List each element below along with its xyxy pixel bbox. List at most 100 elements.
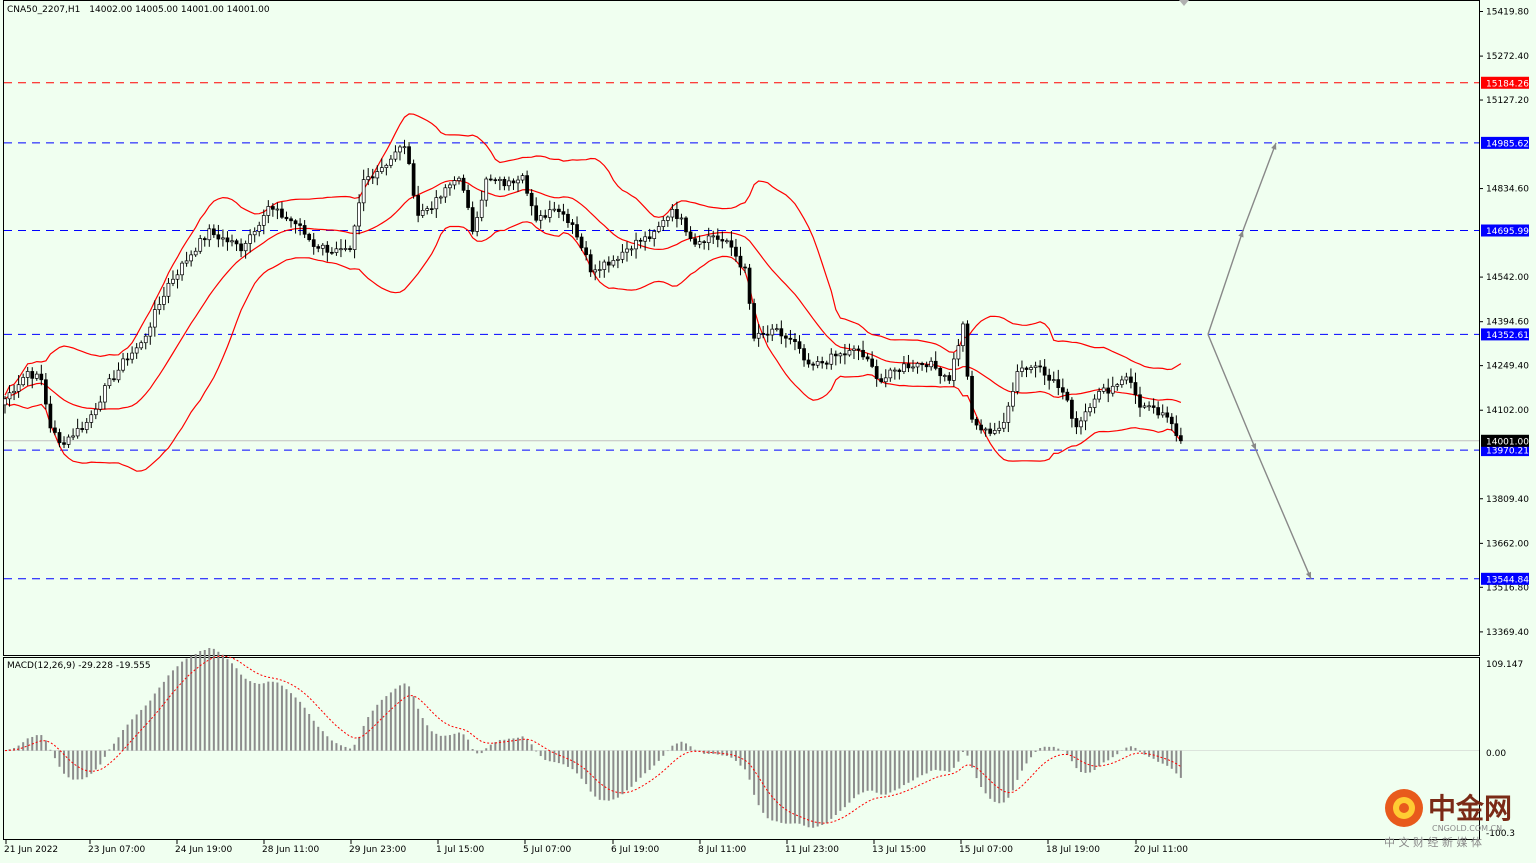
macd-scale-zero: 0.00 xyxy=(1486,749,1506,759)
candle-body xyxy=(30,371,35,379)
candle xyxy=(248,229,253,253)
candle xyxy=(861,340,865,360)
candle xyxy=(498,176,502,191)
candle-body xyxy=(983,428,988,431)
candle-body xyxy=(171,278,175,284)
candle-body xyxy=(1124,376,1129,381)
candle-body xyxy=(379,167,384,172)
candle-body xyxy=(316,246,321,249)
time-tick-label: 8 Jul 11:00 xyxy=(698,845,747,855)
macd-pane-border xyxy=(3,657,1480,840)
candle xyxy=(729,231,734,256)
candle xyxy=(920,361,924,371)
candle xyxy=(983,427,988,437)
watermark-title: 中金网 xyxy=(1428,792,1512,825)
candle xyxy=(988,422,993,437)
candle xyxy=(1092,394,1097,414)
candle xyxy=(1119,375,1124,388)
candle-body xyxy=(479,199,484,218)
candle-body xyxy=(1133,382,1138,396)
candle xyxy=(906,354,911,373)
candle xyxy=(824,360,829,370)
candle xyxy=(693,233,697,247)
candle xyxy=(293,219,298,234)
candle xyxy=(339,239,343,258)
candle-body xyxy=(643,236,647,242)
candle-body xyxy=(688,231,693,240)
candle-body xyxy=(820,361,825,364)
candle xyxy=(302,220,307,239)
candle-body xyxy=(879,378,884,383)
candle xyxy=(216,224,221,248)
candle xyxy=(334,241,339,256)
candle-body xyxy=(152,309,157,328)
price-tick-label: 13809.40 xyxy=(1486,495,1529,505)
candle xyxy=(820,356,825,369)
candle xyxy=(175,269,180,289)
candle-body xyxy=(1165,412,1170,418)
candle xyxy=(711,230,716,244)
candle xyxy=(239,238,243,258)
candle xyxy=(1165,406,1170,423)
candle-body xyxy=(429,208,434,210)
candle xyxy=(802,344,806,367)
price-tick-label: 14394.60 xyxy=(1486,318,1529,328)
candle-body xyxy=(21,377,26,386)
candle xyxy=(784,333,788,348)
candle xyxy=(575,216,579,240)
candle xyxy=(3,396,7,414)
candle xyxy=(638,237,643,249)
candle xyxy=(393,145,398,162)
candle xyxy=(738,246,743,276)
candle xyxy=(1088,403,1092,417)
candle xyxy=(411,159,416,199)
candle-body xyxy=(1015,371,1020,392)
candle xyxy=(1133,372,1138,404)
candle xyxy=(761,325,766,339)
candle-body xyxy=(1047,374,1052,381)
candle xyxy=(66,434,71,448)
candle xyxy=(797,335,802,354)
candle xyxy=(897,368,902,380)
candle xyxy=(788,329,793,345)
candle-body xyxy=(520,175,525,181)
candle xyxy=(57,428,62,448)
candle xyxy=(470,201,475,235)
candle-body xyxy=(507,180,511,187)
candle xyxy=(706,227,711,251)
candle-body xyxy=(266,206,271,216)
time-tick-label: 13 Jul 15:00 xyxy=(872,845,926,855)
candle-body xyxy=(1119,379,1124,385)
candle-body xyxy=(765,333,770,336)
candle-body xyxy=(211,228,216,236)
candle xyxy=(665,215,670,227)
candle xyxy=(152,300,157,337)
candle-body xyxy=(942,375,947,377)
candle-body xyxy=(53,427,57,433)
candle xyxy=(257,221,262,237)
candle xyxy=(675,201,679,228)
candle-body xyxy=(130,352,134,360)
candle xyxy=(479,190,484,222)
candle-body xyxy=(234,240,239,245)
candle-body xyxy=(566,213,570,224)
candle-body xyxy=(198,238,203,252)
candle-body xyxy=(1097,391,1101,400)
candle xyxy=(366,168,371,186)
current-price-tag xyxy=(1481,434,1529,447)
candle xyxy=(107,373,112,389)
candle xyxy=(961,321,965,352)
candle xyxy=(139,340,144,351)
candle xyxy=(811,361,815,371)
candle-body xyxy=(961,323,965,347)
forecast-arrow xyxy=(1207,230,1244,335)
candle xyxy=(1169,413,1174,431)
candle-body xyxy=(461,177,466,191)
candle-body xyxy=(534,205,539,221)
candle xyxy=(747,263,752,310)
candle-body xyxy=(1151,405,1156,408)
candle-body xyxy=(1156,407,1161,416)
candle-body xyxy=(856,348,861,351)
time-tick-label: 1 Jul 15:00 xyxy=(436,845,485,855)
